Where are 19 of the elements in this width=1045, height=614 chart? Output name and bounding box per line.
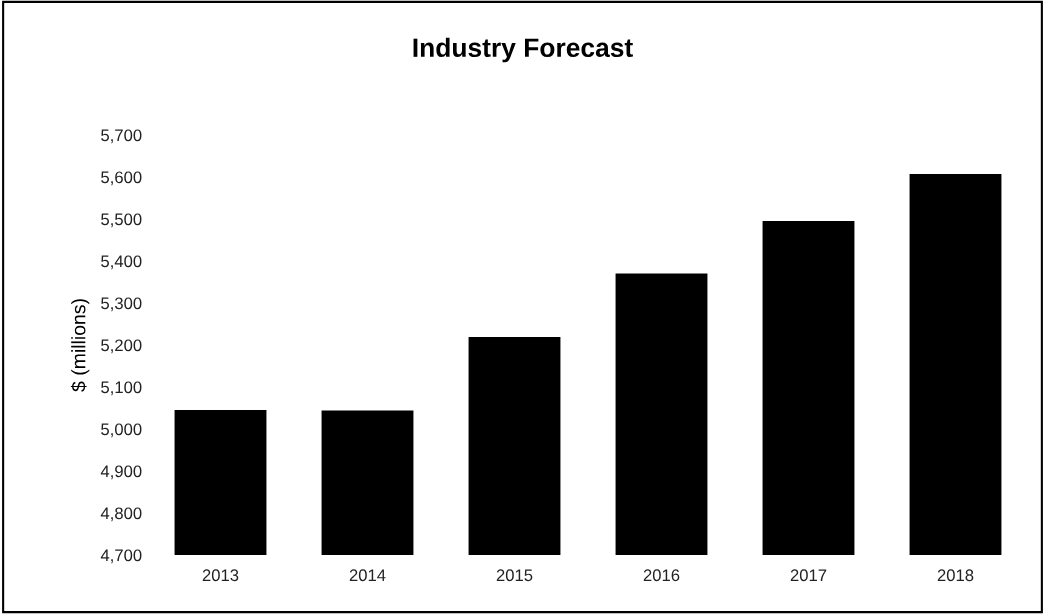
x-tick-label: 2018	[937, 569, 974, 582]
x-tick-label: 2016	[643, 569, 680, 582]
y-tick-label: 4,700	[100, 549, 142, 564]
y-tick-label: 5,000	[101, 423, 142, 438]
x-tick-label: 2015	[496, 569, 533, 582]
y-tick-label: 4,800	[100, 507, 142, 522]
y-tick-label: 5,700	[101, 129, 142, 144]
x-tick-label: 2013	[202, 569, 239, 582]
chart-title: Industry Forecast	[413, 37, 633, 63]
y-tick-label: 5,500	[101, 213, 142, 228]
y-axis-title: $ (millions)	[70, 299, 90, 392]
y-tick-label: 5,100	[101, 381, 142, 396]
y-tick-label: 4,900	[100, 465, 142, 480]
x-tick-label: 2017	[790, 569, 827, 582]
y-tick-label: 5,600	[101, 171, 142, 186]
y-tick-label: 5,400	[101, 255, 142, 270]
y-tick-label: 5,200	[101, 339, 142, 354]
y-tick-label: 5,300	[101, 297, 142, 312]
x-tick-label: 2014	[349, 569, 386, 582]
